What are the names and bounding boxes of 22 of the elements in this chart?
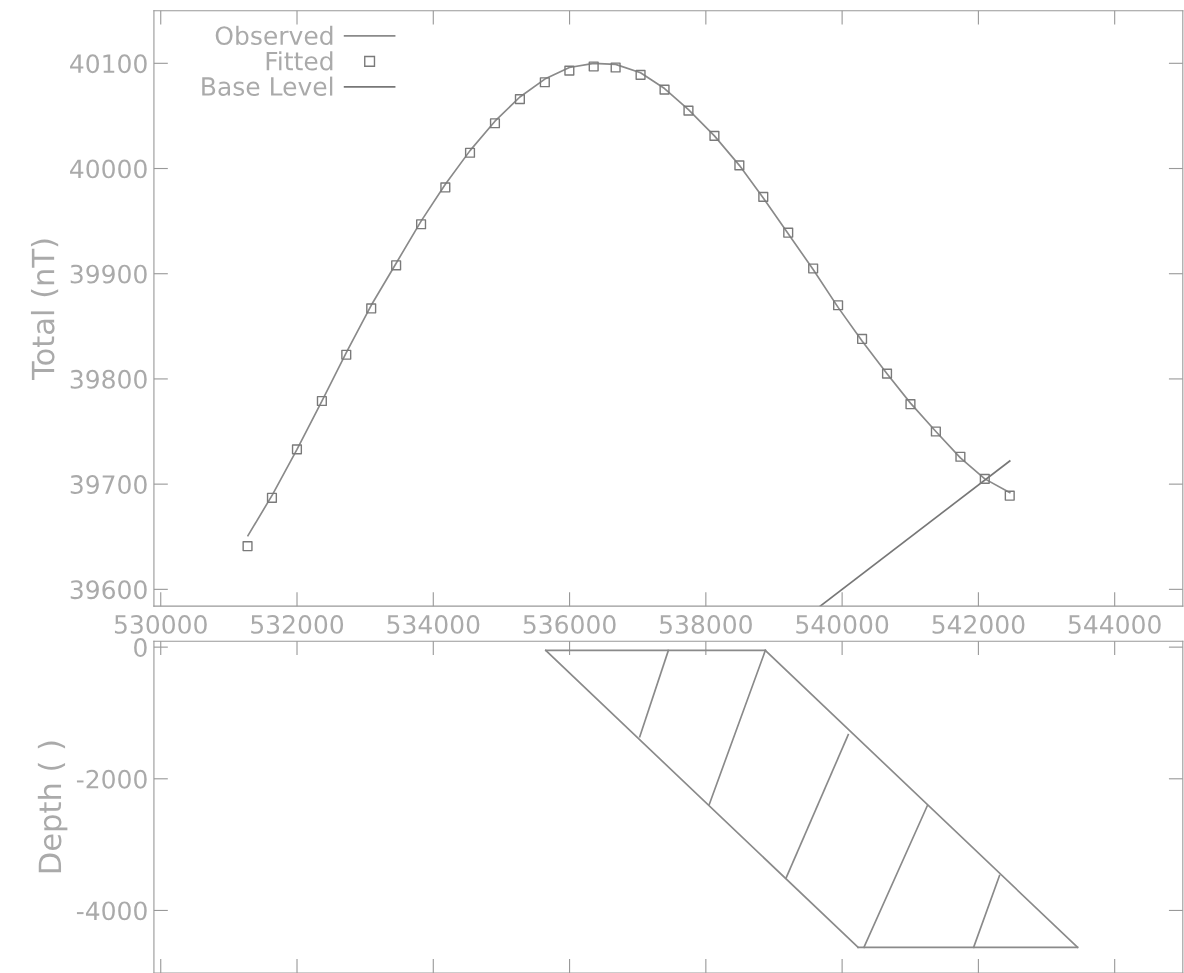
y-tick-label: -2000 <box>76 769 147 789</box>
y-tick-label: 40000 <box>70 159 147 179</box>
x-tick-label: 536000 <box>523 614 616 634</box>
x-tick-label: 544000 <box>1068 614 1161 634</box>
x-tick-label: 530000 <box>114 614 207 634</box>
legend-label: Base Level <box>202 76 333 96</box>
y-tick-label: 0 <box>134 638 147 657</box>
y-tick-label: 39700 <box>70 475 147 494</box>
x-tick-label: 534000 <box>387 614 480 634</box>
y-tick-label: -4000 <box>76 901 147 921</box>
y-axis-title: Depth ( ) <box>37 741 68 873</box>
y-tick-label: 40100 <box>70 54 147 74</box>
x-tick-label: 542000 <box>932 614 1025 634</box>
y-axis-title: Total (nT) <box>30 239 59 380</box>
y-tick-label: 39900 <box>70 264 147 284</box>
x-tick-label: 532000 <box>251 614 344 634</box>
x-tick-label: 540000 <box>796 614 889 634</box>
y-tick-label: 39800 <box>70 369 147 389</box>
legend-label: Fitted <box>266 51 333 71</box>
legend-label: Observed <box>215 25 333 46</box>
y-tick-label: 39600 <box>70 580 147 600</box>
x-tick-label: 538000 <box>660 614 752 634</box>
